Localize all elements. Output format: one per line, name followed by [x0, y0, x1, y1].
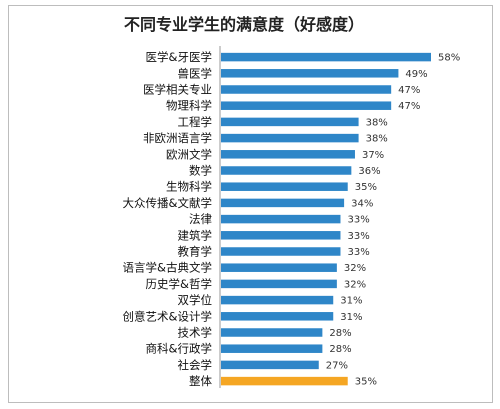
bar	[221, 133, 359, 143]
chart-frame: 不同专业学生的满意度（好感度） 医学&牙医学 58% 兽医学 49% 医学相关专业 47%…	[8, 5, 493, 403]
value-label: 28%	[329, 344, 351, 355]
category-label: 数学	[189, 164, 212, 178]
category-label: 法律	[189, 212, 212, 226]
value-label: 33%	[347, 231, 369, 242]
category-label: 工程学	[178, 115, 213, 129]
bar	[221, 198, 345, 208]
value-label: 49%	[405, 69, 427, 80]
chart-title: 不同专业学生的满意度（好感度）	[124, 15, 364, 34]
value-label: 37%	[362, 150, 384, 161]
bars-group: 医学&牙医学 58% 兽医学 49% 医学相关专业 47% 物理科学 47% 工程学 38% 非欧洲…	[123, 50, 461, 388]
value-label: 27%	[326, 360, 348, 371]
value-label: 35%	[355, 182, 377, 193]
value-label: 47%	[398, 101, 420, 112]
bar	[221, 312, 334, 321]
overall-bar	[221, 376, 348, 386]
bar	[221, 328, 323, 337]
value-label: 47%	[398, 85, 420, 96]
bar	[221, 263, 337, 272]
category-label: 创意艺术&设计学	[123, 309, 212, 323]
bar	[221, 344, 323, 353]
bar	[221, 295, 334, 305]
bar	[221, 166, 352, 175]
category-label: 商科&行政学	[146, 342, 212, 356]
bar	[221, 247, 341, 256]
value-label: 32%	[344, 263, 366, 274]
bar	[221, 150, 355, 159]
category-label: 双学位	[178, 293, 213, 307]
value-label: 34%	[351, 198, 373, 209]
category-label: 兽医学	[178, 66, 213, 80]
bar	[221, 182, 348, 191]
bar	[221, 231, 341, 240]
bar	[221, 52, 431, 62]
category-label: 物理科学	[166, 99, 212, 113]
category-label: 大众传播&文献学	[123, 196, 212, 210]
bar	[221, 117, 359, 127]
bar	[221, 85, 392, 94]
category-label: 建筑学	[178, 228, 213, 242]
category-label: 欧洲文学	[166, 147, 212, 161]
value-label: 32%	[344, 279, 366, 290]
category-label: 整体	[189, 374, 212, 388]
value-label: 33%	[347, 215, 369, 226]
value-label: 31%	[340, 296, 362, 307]
bar-chart: 不同专业学生的满意度（好感度） 医学&牙医学 58% 兽医学 49% 医学相关专业 47%…	[123, 15, 461, 388]
category-label: 社会学	[178, 358, 213, 372]
value-label: 38%	[366, 134, 388, 145]
category-label: 语言学&古典文学	[123, 261, 212, 275]
value-label: 33%	[347, 247, 369, 258]
value-label: 36%	[358, 166, 380, 177]
category-label: 生物科学	[166, 180, 212, 194]
category-label: 教育学	[178, 245, 213, 259]
category-label: 医学&牙医学	[146, 50, 212, 64]
value-label: 58%	[438, 53, 460, 64]
category-label: 技术学	[178, 326, 213, 340]
category-label: 医学相关专业	[143, 83, 212, 97]
bar	[221, 360, 319, 370]
bar	[221, 214, 341, 224]
value-label: 35%	[355, 377, 377, 388]
bar	[221, 69, 399, 78]
value-label: 28%	[329, 328, 351, 339]
value-label: 38%	[366, 117, 388, 128]
bar	[221, 101, 392, 110]
category-label: 历史学&哲学	[146, 277, 212, 291]
bar	[221, 279, 337, 289]
category-label: 非欧洲语言学	[143, 131, 212, 145]
value-label: 31%	[340, 312, 362, 323]
